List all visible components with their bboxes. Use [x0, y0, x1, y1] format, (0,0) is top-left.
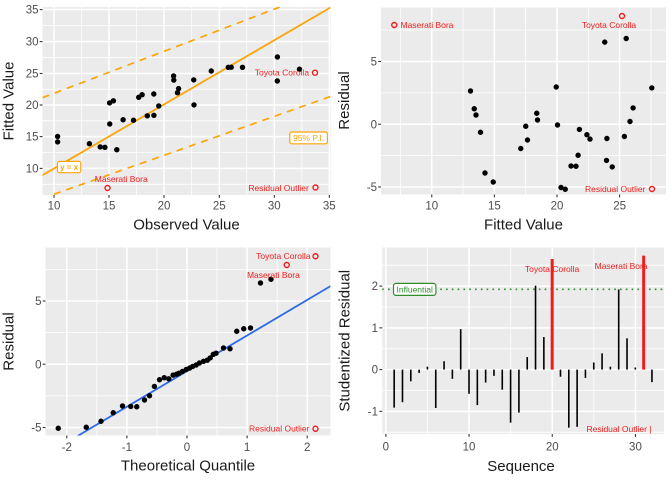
svg-text:25: 25	[213, 201, 226, 213]
svg-text:Toyota Corolla: Toyota Corolla	[255, 68, 310, 78]
svg-text:2: 2	[304, 442, 310, 454]
svg-text:0: 0	[372, 365, 378, 377]
svg-text:Influential: Influential	[397, 285, 433, 295]
svg-text:25: 25	[26, 69, 39, 81]
svg-text:0: 0	[35, 359, 41, 371]
svg-text:Observed Value: Observed Value	[133, 217, 239, 234]
svg-text:25: 25	[613, 201, 626, 213]
svg-text:10: 10	[425, 201, 438, 213]
svg-text:5: 5	[371, 57, 377, 69]
svg-text:Maserati Bora: Maserati Bora	[595, 261, 648, 271]
svg-text:0: 0	[184, 442, 190, 454]
svg-text:15: 15	[488, 201, 501, 213]
svg-text:Toyota Corolla: Toyota Corolla	[582, 20, 637, 30]
svg-text:20: 20	[26, 100, 39, 112]
svg-text:35: 35	[323, 201, 336, 213]
svg-text:-1: -1	[368, 406, 378, 418]
svg-text:Residual Outlier: Residual Outlier	[585, 184, 646, 194]
svg-text:20: 20	[546, 442, 559, 454]
svg-text:15: 15	[103, 201, 116, 213]
svg-text:-2: -2	[62, 442, 72, 454]
svg-text:30: 30	[629, 442, 642, 454]
svg-text:-5: -5	[367, 182, 377, 194]
svg-text:5: 5	[35, 296, 41, 308]
svg-text:1: 1	[244, 442, 250, 454]
svg-text:30: 30	[268, 201, 281, 213]
svg-text:10: 10	[26, 163, 39, 175]
svg-text:0: 0	[383, 442, 389, 454]
svg-text:-5: -5	[31, 423, 41, 435]
svg-text:Toyota Corolla: Toyota Corolla	[256, 251, 311, 261]
svg-text:Residual: Residual	[336, 71, 353, 129]
svg-text:-1: -1	[122, 442, 132, 454]
svg-text:30: 30	[26, 37, 39, 49]
svg-text:Studentized Residual: Studentized Residual	[337, 270, 354, 412]
svg-text:Theoretical Quantile: Theoretical Quantile	[121, 458, 255, 475]
svg-text:1: 1	[372, 323, 378, 335]
svg-text:95% P.I.: 95% P.I.	[293, 133, 324, 143]
svg-text:35: 35	[26, 5, 39, 17]
svg-text:Residual Outlier: Residual Outlier	[249, 424, 310, 434]
svg-text:20: 20	[551, 201, 564, 213]
svg-text:10: 10	[48, 201, 61, 213]
svg-text:Residual Outlier |: Residual Outlier |	[586, 424, 651, 434]
svg-text:20: 20	[158, 201, 171, 213]
svg-text:Maserati Bora: Maserati Bora	[401, 20, 454, 30]
svg-text:10: 10	[463, 442, 476, 454]
svg-text:Residual Outlier: Residual Outlier	[248, 183, 309, 193]
svg-text:0: 0	[371, 119, 377, 131]
svg-text:Sequence: Sequence	[487, 458, 555, 475]
svg-text:Fitted Value: Fitted Value	[484, 217, 563, 234]
svg-text:2: 2	[372, 281, 378, 293]
svg-text:Maserati Bora: Maserati Bora	[247, 270, 300, 280]
svg-text:Residual: Residual	[1, 312, 18, 370]
svg-text:Fitted Value: Fitted Value	[1, 62, 18, 141]
svg-text:15: 15	[26, 132, 39, 144]
svg-text:y = x: y = x	[60, 163, 79, 172]
svg-text:Maserati Bora: Maserati Bora	[95, 174, 148, 184]
